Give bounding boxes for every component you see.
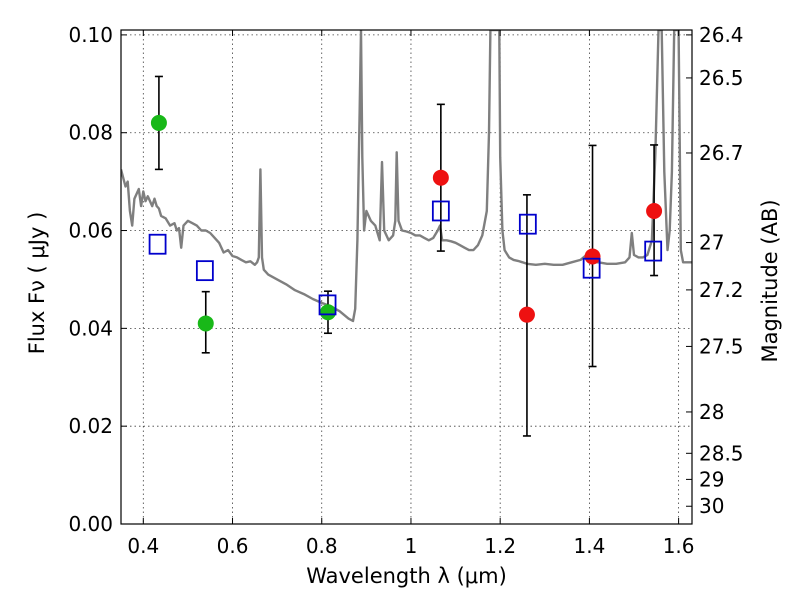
axis-ticks: 0.4 0.6 0.8 1 1.2 1.4 1.6 0.00 0.02 0.04 0.06 0.08 0… — [68, 23, 743, 558]
mag-tick-label: 29 — [699, 467, 724, 491]
x-tick-label: 1.6 — [663, 534, 695, 558]
red-data-point — [518, 306, 535, 323]
x-axis-label: Wavelength λ (μm) — [306, 564, 507, 588]
red-data-point — [584, 248, 601, 265]
model-square-point — [518, 213, 537, 235]
data-points — [148, 75, 663, 437]
model-square-point — [195, 260, 214, 282]
mag-tick-label: 28.5 — [699, 441, 744, 465]
y-tick-label: 0.10 — [68, 23, 113, 47]
x-tick-label: 1 — [405, 534, 418, 558]
model-square-point — [318, 294, 337, 316]
mag-tick-label: 27 — [699, 231, 724, 255]
mag-tick-label: 27.5 — [699, 334, 744, 358]
green-data-point — [150, 114, 167, 131]
mag-tick-label: 26.4 — [699, 23, 744, 47]
mag-tick-label: 30 — [699, 494, 724, 518]
x-tick-label: 0.8 — [306, 534, 338, 558]
spectrum-layer — [121, 30, 692, 323]
y-tick-label: 0.06 — [68, 219, 113, 243]
mag-tick-label: 26.7 — [699, 141, 744, 165]
mag-tick-label: 28 — [699, 400, 724, 424]
mag-tick-label: 27.2 — [699, 278, 744, 302]
model-square-point — [582, 257, 601, 279]
y-tick-label: 0.02 — [68, 414, 113, 438]
y-tick-label: 0.00 — [68, 512, 113, 536]
y-tick-label: 0.08 — [68, 121, 113, 145]
grid-lines — [121, 30, 692, 525]
red-data-point — [432, 169, 449, 186]
right-axis-label: Magnitude (AB) — [758, 199, 782, 362]
y-axis-label: Flux Fν ( μJy ) — [25, 212, 49, 355]
x-tick-label: 0.6 — [217, 534, 249, 558]
mag-tick-label: 26.5 — [699, 66, 744, 90]
model-square-point — [431, 200, 450, 222]
x-tick-label: 0.4 — [127, 534, 159, 558]
x-tick-label: 1.2 — [484, 534, 516, 558]
spectrum-line — [121, 30, 692, 323]
model-square-point — [148, 233, 167, 255]
red-data-point — [646, 202, 663, 219]
y-tick-label: 0.04 — [68, 316, 113, 340]
green-data-point — [319, 304, 336, 321]
plot-frame — [120, 29, 693, 525]
green-data-point — [197, 315, 214, 332]
x-tick-label: 1.4 — [573, 534, 605, 558]
model-square-point — [644, 240, 663, 262]
